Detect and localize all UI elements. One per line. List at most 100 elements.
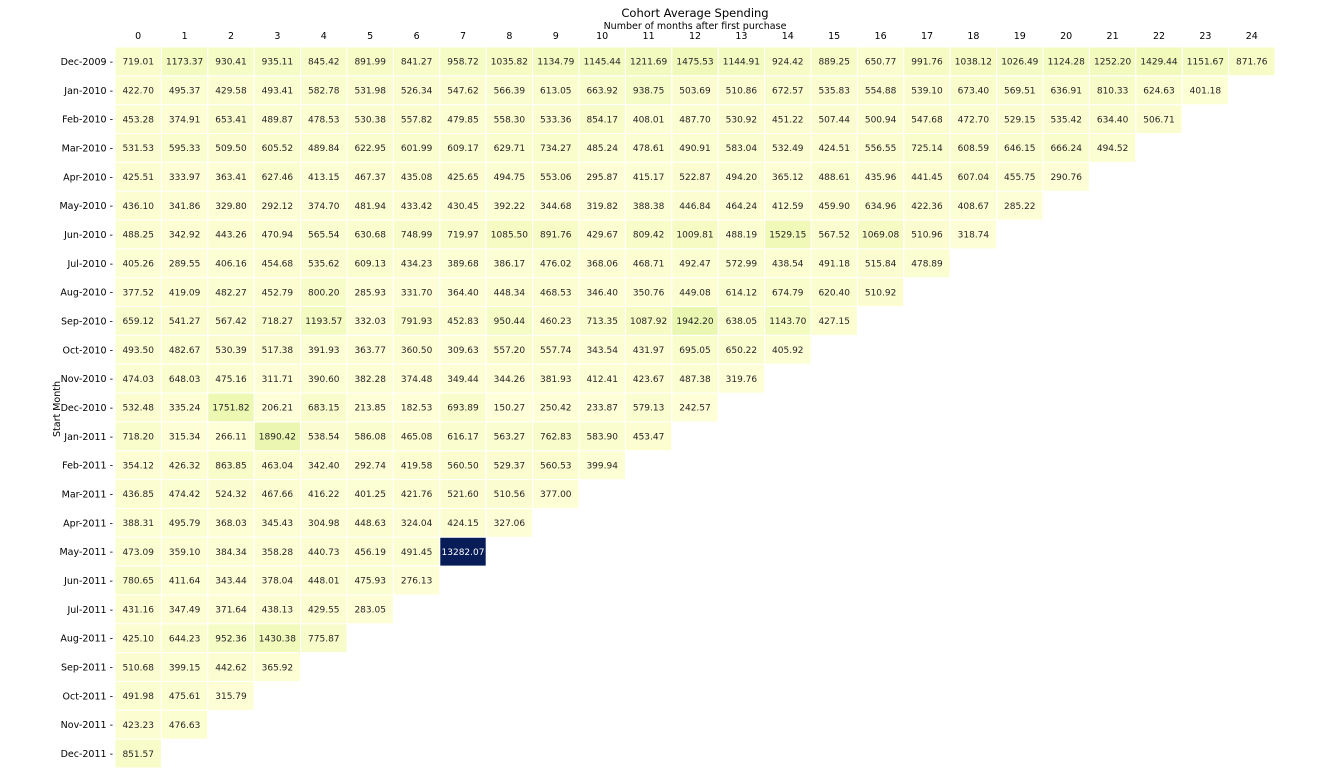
heatmap-cell: [671, 219, 719, 250]
cell-value-label: 389.68: [447, 260, 479, 270]
heatmap-cell: [300, 334, 348, 365]
cell-value-label: 553.06: [540, 173, 572, 183]
y-tick-label: Aug-2010 -: [60, 288, 113, 299]
cell-value-label: 535.83: [818, 86, 850, 96]
heatmap-cell: [346, 306, 394, 336]
cell-value-label: 332.03: [354, 317, 386, 327]
x-tick-label: 20: [1060, 31, 1072, 42]
cell-value-label: 646.15: [1004, 144, 1036, 154]
heatmap-cell: [903, 133, 951, 163]
cell-value-label: 530.38: [354, 115, 386, 125]
cell-value-label: 329.80: [215, 202, 247, 212]
heatmap-cell: [346, 75, 394, 106]
cell-value-label: 718.27: [262, 317, 294, 327]
heatmap-cell: [532, 363, 580, 394]
cell-value-label: 411.64: [169, 577, 201, 587]
heatmap-cell: [856, 104, 905, 135]
cell-value-label: 841.27: [401, 58, 433, 68]
cell-value-label: 335.24: [169, 404, 201, 414]
cell-value-label: 467.66: [262, 490, 294, 500]
heatmap-cell: [346, 536, 394, 567]
heatmap-cell: [1042, 104, 1090, 135]
heatmap-cell: [160, 75, 209, 106]
heatmap-cell: [717, 248, 766, 279]
cell-value-label: 482.27: [215, 288, 247, 298]
heatmap-cell: [253, 219, 302, 250]
heatmap-cell: [439, 133, 487, 163]
cell-value-label: 365.12: [772, 173, 804, 183]
heatmap-cell: [160, 623, 209, 654]
cell-value-label: 644.23: [169, 634, 201, 644]
heatmap-cell: [346, 334, 394, 365]
cell-value-label: 182.53: [401, 404, 433, 414]
cell-value-label: 315.79: [215, 692, 247, 702]
cell-value-label: 1430.38: [259, 634, 296, 644]
cell-value-label: 343.54: [586, 346, 618, 356]
cell-value-label: 775.87: [308, 634, 340, 644]
cell-value-label: 456.19: [354, 548, 386, 558]
cell-value-label: 952.36: [215, 634, 247, 644]
heatmap-cell: [392, 219, 441, 250]
cell-value-label: 845.42: [308, 58, 340, 68]
cell-value-label: 891.99: [354, 58, 386, 68]
heatmap-cell: [346, 161, 394, 192]
y-tick-labels: Dec-2009 - Jan-2010 - Feb-2010 - Mar-2010 -…: [59, 57, 113, 760]
heatmap-cell: [439, 219, 487, 250]
heatmap-cell: [810, 306, 858, 336]
heatmap-cell: [392, 161, 441, 192]
x-tick-label: 18: [967, 31, 979, 42]
heatmap-cell: [532, 334, 580, 365]
cell-value-label: 547.62: [447, 86, 479, 96]
heatmap-cell: [624, 219, 673, 250]
cell-value-label: 401.18: [1190, 86, 1222, 96]
heatmap-cell: [114, 133, 162, 163]
cell-value-label: 566.39: [494, 86, 526, 96]
heatmap-cell: [207, 507, 255, 538]
cell-value-label: 292.74: [354, 461, 386, 471]
cell-value-label: 620.40: [818, 288, 850, 298]
cell-value-label: 506.71: [1143, 115, 1175, 125]
cell-value-label: 567.52: [818, 231, 850, 241]
cell-value-label: 475.16: [215, 375, 247, 385]
heatmap-cell: [1042, 161, 1090, 192]
cell-value-label: 535.42: [1050, 115, 1082, 125]
heatmap-cell: [300, 306, 348, 336]
heatmap-cell: [949, 46, 998, 77]
cell-value-label: 713.35: [586, 317, 618, 327]
cell-value-label: 510.96: [911, 231, 943, 241]
cell-value-label: 390.60: [308, 375, 340, 385]
cell-value-label: 638.05: [726, 317, 758, 327]
cell-value-label: 363.77: [354, 346, 386, 356]
y-tick-label: Jul-2010 -: [66, 259, 113, 270]
cell-value-label: 719.97: [447, 231, 479, 241]
cell-value-label: 672.57: [772, 86, 804, 96]
x-tick-label: 0: [135, 31, 141, 42]
cell-value-label: 413.15: [308, 173, 340, 183]
heatmap-cell: [578, 219, 626, 250]
cell-value-label: 324.04: [401, 519, 433, 529]
cell-value-label: 333.97: [169, 173, 201, 183]
heatmap-cell: [764, 219, 812, 250]
x-tick-label: 19: [1014, 31, 1026, 42]
heatmap-cell: [624, 46, 673, 77]
cell-value-label: 438.13: [262, 606, 294, 616]
cell-value-label: 666.24: [1050, 144, 1082, 154]
heatmap-cell: [114, 507, 162, 538]
heatmap-cell: [392, 392, 441, 423]
cell-value-label: 529.37: [494, 461, 526, 471]
heatmap-cell: [253, 306, 302, 336]
cell-value-label: 495.37: [169, 86, 201, 96]
y-tick-label: Jul-2011 -: [66, 605, 113, 616]
cell-value-label: 500.94: [865, 115, 897, 125]
cell-value-label: 491.98: [122, 692, 154, 702]
cell-value-label: 374.48: [401, 375, 433, 385]
heatmap-cell: [253, 421, 302, 452]
cell-value-label: 517.38: [262, 346, 294, 356]
heatmap-cell: [207, 623, 255, 654]
cell-value-label: 448.63: [354, 519, 386, 529]
heatmap-cell: [207, 594, 255, 625]
heatmap-cell: [207, 219, 255, 250]
heatmap-cell: [903, 248, 951, 279]
cell-value-label: 1143.70: [769, 317, 806, 327]
heatmap-cell: [253, 133, 302, 163]
